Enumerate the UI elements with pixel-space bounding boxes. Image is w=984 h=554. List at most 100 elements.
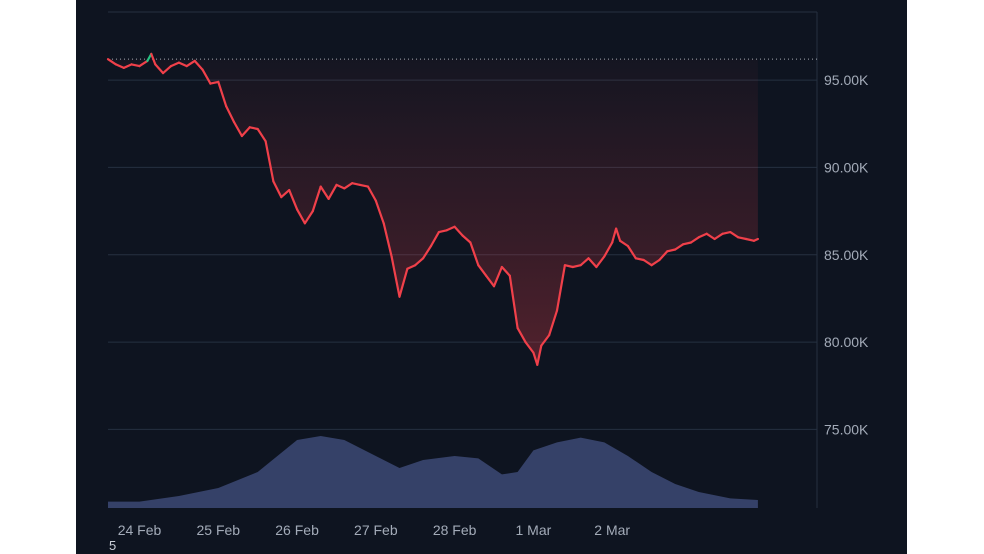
price-segment [469, 241, 480, 267]
price-segment [681, 241, 693, 246]
price-segment [311, 185, 322, 213]
price-segment [288, 189, 299, 211]
price-segment [217, 80, 228, 108]
price-segment [492, 265, 503, 288]
price-segment [398, 267, 409, 298]
price-segment [150, 52, 157, 66]
price-segment [524, 341, 535, 354]
price-segment [697, 232, 708, 239]
x-tick-label: 24 Feb [118, 522, 162, 538]
y-axis: 95.00K 90.00K 85.00K 80.00K 75.00K [824, 72, 869, 437]
price-segment [705, 232, 716, 241]
price-segment [555, 264, 566, 312]
price-segment [264, 140, 275, 183]
price-segment [744, 237, 756, 242]
y-tick-label: 95.00K [824, 72, 869, 88]
price-segment [374, 199, 385, 225]
price-segment [477, 264, 488, 277]
price-segment [106, 58, 118, 66]
price-segment [232, 120, 243, 138]
price-segment [595, 255, 606, 269]
price-segment [161, 64, 173, 75]
price-segment [359, 183, 370, 188]
x-tick-label: 2 Mar [594, 522, 630, 538]
price-segment [256, 127, 267, 143]
price-segment [327, 183, 338, 200]
price-segment [540, 334, 551, 347]
price-segment [437, 229, 448, 234]
price-segment [351, 182, 362, 186]
price-segment [240, 126, 251, 138]
price-segment [406, 264, 417, 270]
price-segment [536, 344, 543, 366]
price-segment [280, 189, 291, 199]
price-segment [642, 258, 653, 267]
x-tick-label: 26 Feb [275, 522, 319, 538]
price-segment [658, 250, 669, 262]
price-segment [122, 63, 133, 70]
price-segment [453, 225, 464, 237]
price-segment [674, 243, 685, 251]
x-tick-label: 1 Mar [516, 522, 552, 538]
volume-fill [108, 436, 758, 508]
price-segment [429, 231, 440, 248]
price-segment [508, 274, 519, 330]
price-segment [177, 61, 188, 68]
y-tick-label: 85.00K [824, 247, 869, 263]
price-segment [603, 241, 614, 258]
price-chart: 95.00K 90.00K 85.00K 80.00K 75.00K 24 Feb 25 … [106, 11, 869, 538]
price-segment [689, 236, 700, 244]
corner-label: 5 [109, 538, 117, 553]
price-segment [579, 257, 590, 267]
price-segment [666, 248, 677, 253]
price-segment [445, 225, 456, 232]
price-segment [114, 63, 125, 70]
price-segment [169, 61, 181, 68]
price-segment [587, 257, 598, 269]
price-segment [319, 185, 330, 200]
price-segment [366, 185, 377, 202]
x-axis: 24 Feb 25 Feb 26 Feb 27 Feb 28 Feb 1 Mar 2 Mar [118, 522, 631, 538]
price-segment [422, 244, 433, 260]
price-segment [752, 237, 760, 242]
price-segment [729, 231, 740, 239]
chart-panel: 95.00K 90.00K 85.00K 80.00K 75.00K 24 Feb 25 … [76, 0, 907, 554]
x-tick-label: 28 Feb [433, 522, 477, 538]
price-segment [516, 327, 527, 344]
price-segment [563, 264, 574, 269]
price-segment [461, 234, 472, 244]
price-segment [548, 309, 559, 337]
price-line [106, 52, 760, 366]
price-segment [201, 68, 212, 85]
price-segment [721, 231, 732, 235]
price-segment [611, 227, 618, 244]
volume-area [108, 436, 758, 508]
price-segment [130, 63, 141, 68]
price-segment [303, 210, 314, 225]
price-segment [138, 59, 149, 68]
drawdown-fill [108, 59, 758, 365]
drawdown-area [108, 59, 758, 365]
price-segment [485, 274, 496, 288]
price-segment [343, 182, 354, 190]
price-segment [626, 244, 637, 260]
price-segment [713, 232, 724, 241]
y-tick-label: 75.00K [824, 421, 869, 437]
y-tick-label: 80.00K [824, 334, 869, 350]
price-segment [272, 180, 283, 199]
price-segment [382, 222, 393, 258]
price-segment [571, 264, 582, 269]
price-segment [225, 105, 236, 124]
price-segment [618, 239, 630, 248]
price-segment [634, 257, 645, 262]
price-segment [209, 80, 220, 85]
x-tick-label: 25 Feb [196, 522, 240, 538]
price-segment [335, 183, 346, 190]
price-segment [414, 257, 425, 267]
price-segment [193, 59, 204, 71]
y-tick-label: 90.00K [824, 159, 869, 175]
price-segment [500, 265, 511, 277]
price-segment [154, 63, 165, 75]
price-segment [390, 255, 401, 298]
price-segment [185, 59, 196, 68]
